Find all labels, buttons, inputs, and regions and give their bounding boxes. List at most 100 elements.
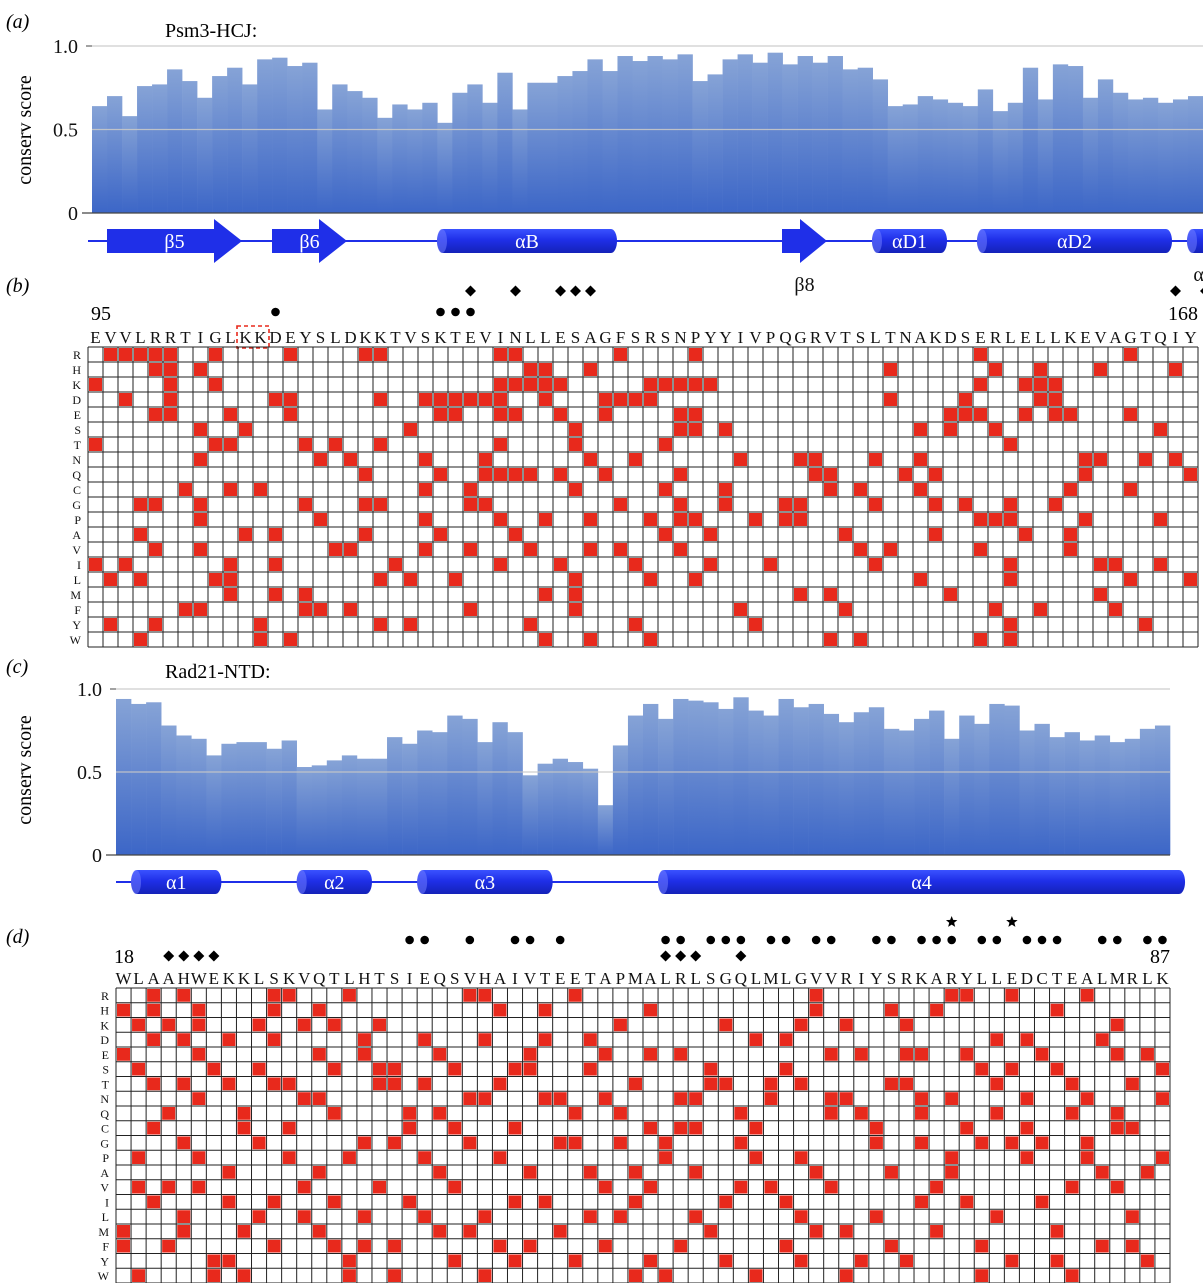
grid-b-hit-cell: [824, 588, 837, 601]
grid-d-hit-cell: [523, 1239, 537, 1253]
grid-d-hit-cell: [538, 1092, 552, 1105]
grid-d-hit-cell: [162, 1107, 176, 1120]
grid-d-hit-cell: [915, 1195, 929, 1209]
grid-d-hit-cell: [132, 1269, 146, 1282]
panel-label-d: (d): [6, 926, 30, 948]
chart-c-bar-74: [959, 715, 975, 855]
grid-d-hit-cell: [779, 1033, 793, 1046]
chart-a-bar-163: [1112, 92, 1129, 213]
grid-d-hit-cell: [342, 1151, 356, 1164]
chart-c-bar-31: [311, 765, 328, 855]
grid-b-seq-letter: S: [856, 328, 865, 347]
chart-c-bar-37: [402, 743, 418, 855]
grid-d-hit-cell: [342, 989, 356, 1002]
grid-b-seq-letter: E: [90, 328, 100, 347]
chart-a-bar-102: [197, 97, 213, 213]
grid-b-seq-letter: F: [616, 328, 625, 347]
grid-b-hit-cell: [1079, 453, 1092, 466]
grid-b-hit-cell: [299, 498, 312, 511]
chart-a-bar-159: [1052, 64, 1069, 214]
grid-b-hit-cell: [1154, 423, 1167, 436]
chart-c-bar-26: [236, 742, 252, 855]
grid-b-hit-cell: [494, 378, 507, 391]
grid-b-row-label-N: N: [72, 453, 81, 467]
grid-d-markers: [163, 916, 1167, 962]
grid-d-start-label: 18: [114, 946, 134, 968]
grid-d-hit-cell: [267, 1195, 281, 1209]
grid-b-hit-cell: [404, 573, 417, 586]
grid-b-hit-cell: [569, 573, 582, 586]
grid-d-hit-cell: [207, 1062, 221, 1076]
grid-b-seq-letter: R: [165, 328, 177, 347]
grid-b-hit-cell: [374, 498, 387, 511]
grid-d-hit-cell: [704, 1062, 718, 1076]
chart-c-bar-85: [1124, 738, 1141, 855]
chart-c-bar-59: [733, 697, 749, 855]
chart-a-bar-122: [497, 72, 513, 213]
grid-b-dot-marker: [436, 307, 445, 317]
grid-d-hit-cell: [824, 1048, 838, 1061]
chart-c-3-helix-label: α3: [475, 872, 495, 894]
grid-b-diamond-marker: [1170, 285, 1181, 297]
grid-d-hit-cell: [1050, 1003, 1064, 1017]
grid-d-hit-cell: [282, 1077, 296, 1091]
grid-d-hit-cell: [1065, 1077, 1079, 1091]
grid-d-hit-cell: [388, 1062, 402, 1076]
grid-d-hit-cell: [192, 1018, 206, 1032]
grid-b-hit-cell: [794, 513, 807, 526]
grid-b-hit-cell: [989, 423, 1002, 436]
grid-d-hit-cell: [252, 1210, 266, 1223]
grid-d-diamond-marker: [735, 950, 747, 962]
chart-a-bar-116: [407, 109, 423, 213]
grid-b-diamond-marker: [555, 285, 566, 297]
grid-d-hit-cell: [990, 1107, 1004, 1120]
chart-a-cc-helix-cap: [1187, 229, 1197, 253]
chart-a-bar-109: [302, 62, 318, 214]
grid-b-hit-cell: [134, 348, 147, 361]
chart-c-bar-24: [206, 755, 222, 855]
chart-c-bar-81: [1064, 732, 1080, 855]
chart-c-bar-60: [748, 710, 764, 855]
grid-d-hit-cell: [945, 989, 959, 1002]
grid-d-seq-letter: Q: [313, 969, 325, 988]
grid-b-hit-cell: [164, 363, 177, 376]
grid-b-hit-cell: [554, 558, 567, 571]
grid-b-seq-letter: K: [239, 328, 252, 347]
grid-b-seq-letter: L: [870, 328, 880, 347]
grid-d-seq-letter: E: [1007, 969, 1017, 988]
grid-d-hit-cell: [674, 1121, 688, 1135]
grid-d-hit-cell: [779, 1195, 793, 1209]
grid-d-hit-cell: [839, 1092, 853, 1105]
chart-a-bar-132: [647, 56, 663, 213]
chart-a-bar-140: [767, 52, 783, 214]
grid-d-hit-cell: [342, 1269, 356, 1282]
grid-b-seq-letter: N: [674, 328, 686, 347]
grid-d-seq-letter: E: [570, 969, 580, 988]
grid-b-seq-letter: P: [766, 328, 775, 347]
grid-b-hit-cell: [719, 483, 732, 496]
grid-b-hit-cell: [659, 483, 672, 496]
chart-c-bar-79: [1034, 723, 1050, 855]
grid-d-hit-cell: [794, 1018, 808, 1032]
grid-b-seq-letter: I: [498, 328, 504, 347]
grid-b-hit-cell: [809, 468, 822, 481]
grid-b-hit-cell: [89, 558, 102, 571]
grid-b-seq-letter: S: [661, 328, 670, 347]
grid-d-hit-cell: [839, 1269, 853, 1282]
grid-d-hit-cell: [779, 1062, 793, 1076]
grid-d-hit-cell: [659, 1136, 673, 1150]
grid-b-hit-cell: [284, 408, 297, 421]
grid-b-hit-cell: [149, 348, 162, 361]
grid-b-seq-letter: L: [1005, 328, 1015, 347]
chart-c-title: Rad21-NTD:: [165, 661, 271, 683]
chart-a-bar-115: [392, 104, 408, 213]
grid-d-seq-letter: I: [858, 969, 864, 988]
grid-b-hit-cell: [164, 348, 177, 361]
grid-d-hit-cell: [749, 1151, 763, 1164]
grid-d-hit-cell: [237, 1269, 251, 1282]
grid-d-hit-cell: [177, 1077, 191, 1091]
grid-d-seq-letter: G: [720, 969, 732, 988]
grid-b-hit-cell: [479, 393, 492, 406]
grid-b-hit-cell: [1109, 558, 1122, 571]
